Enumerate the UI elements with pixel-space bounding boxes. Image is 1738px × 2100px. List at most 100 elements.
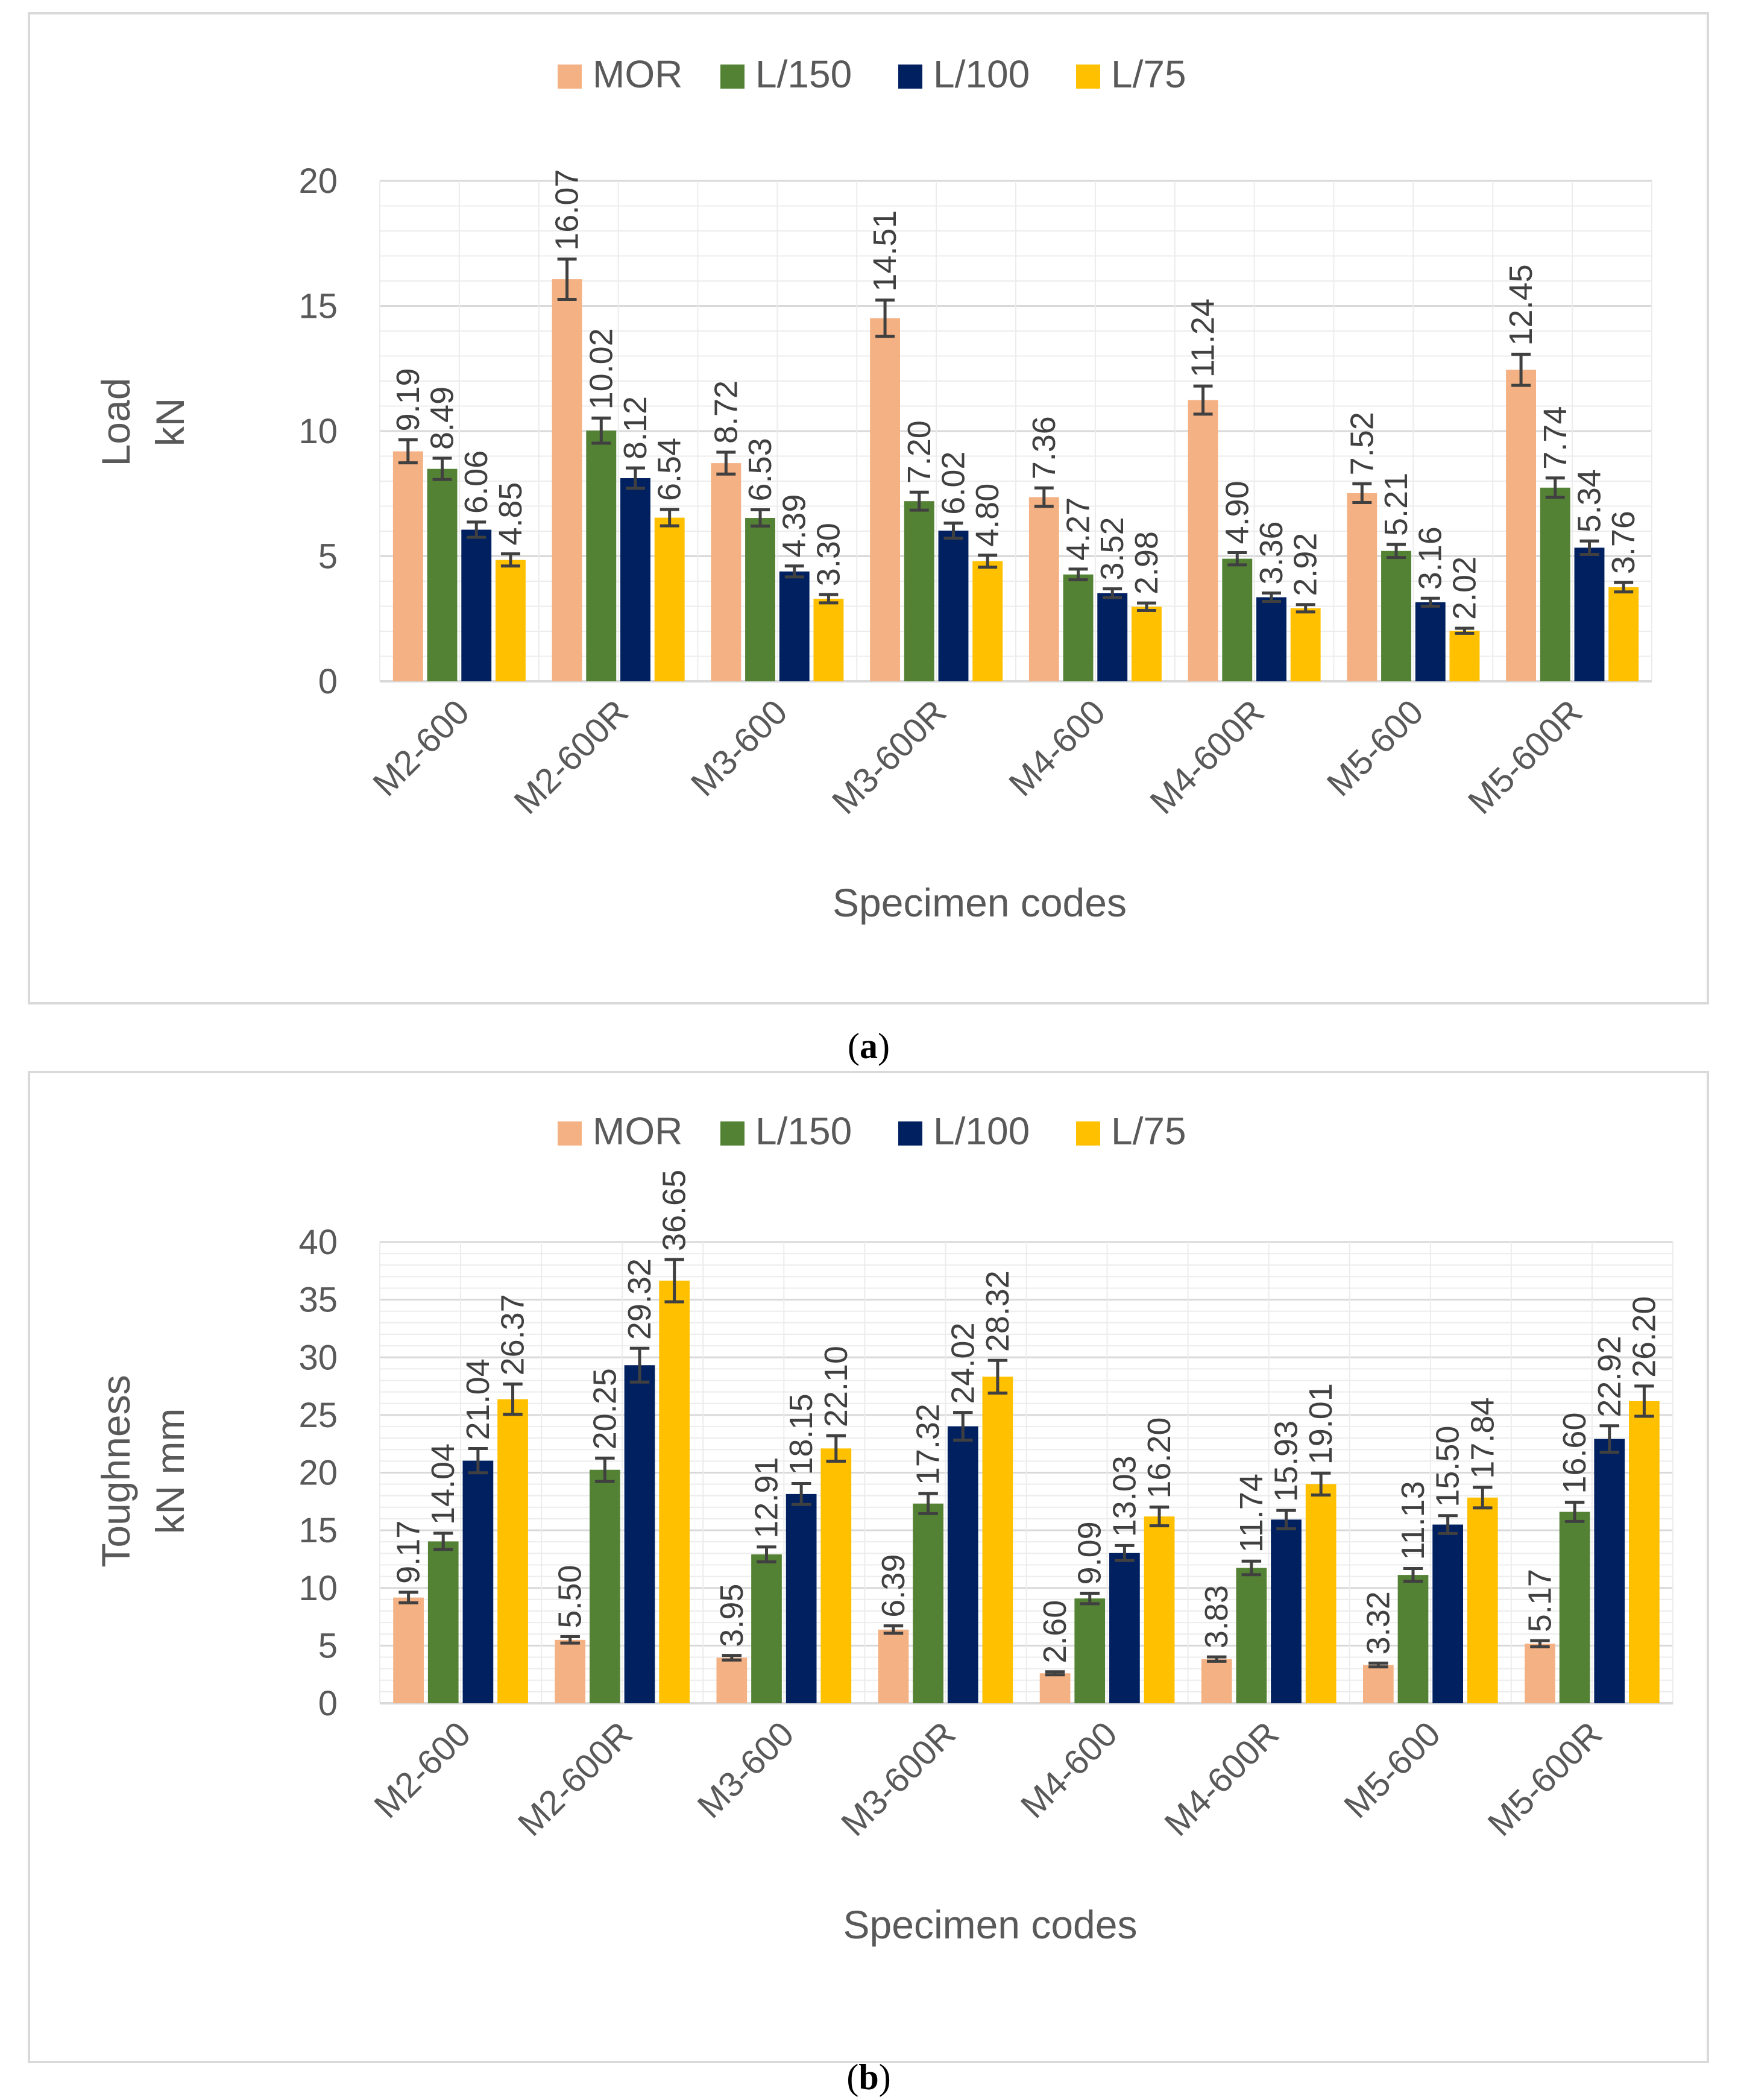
error-bar bbox=[1455, 626, 1475, 635]
bar-l-100-m3-600r bbox=[938, 531, 969, 681]
error-bar bbox=[918, 1492, 938, 1515]
error-bar bbox=[433, 1531, 453, 1551]
y-tick-label: 30 bbox=[298, 1338, 338, 1377]
error-bar bbox=[468, 1446, 488, 1475]
bar-mor-m5-600 bbox=[1362, 1665, 1394, 1703]
error-bar bbox=[591, 416, 611, 445]
error-bar bbox=[557, 257, 577, 301]
error-bar bbox=[751, 508, 770, 528]
data-label: 2.92 bbox=[1288, 533, 1324, 596]
error-bar bbox=[1149, 1506, 1170, 1528]
error-bar bbox=[909, 490, 929, 512]
y-axis-title-line-1: Load bbox=[93, 378, 138, 467]
legend-item-l-100: L/100 bbox=[898, 1109, 1030, 1153]
error-bar bbox=[987, 1358, 1008, 1395]
legend-label: MOR bbox=[593, 52, 682, 96]
bar-l-100-m2-600 bbox=[461, 529, 492, 681]
legend-item-l-75: L/75 bbox=[1076, 1109, 1186, 1153]
error-bar bbox=[432, 456, 452, 481]
error-bar bbox=[595, 1456, 615, 1483]
error-bar bbox=[826, 1434, 846, 1463]
bar-l-150-m3-600 bbox=[745, 518, 775, 681]
data-label: 21.04 bbox=[460, 1358, 496, 1440]
y-axis-ticks: 0 5 10 15 20 bbox=[298, 162, 338, 701]
data-label: 7.36 bbox=[1026, 416, 1062, 479]
data-label: 6.53 bbox=[742, 438, 778, 501]
data-label: 11.24 bbox=[1185, 298, 1221, 377]
error-bar bbox=[560, 1635, 580, 1645]
error-bar bbox=[722, 1654, 742, 1662]
bar-mor-m2-600 bbox=[392, 451, 423, 681]
data-label: 19.01 bbox=[1303, 1383, 1339, 1465]
y-tick-label: 10 bbox=[298, 412, 338, 451]
error-bar bbox=[1511, 352, 1531, 387]
error-bar bbox=[791, 1482, 811, 1506]
bar-l-75-m4-600 bbox=[1131, 607, 1162, 681]
bar-mor-m5-600r bbox=[1506, 370, 1537, 681]
legend-swatch bbox=[1076, 65, 1100, 89]
data-label: 26.20 bbox=[1626, 1296, 1662, 1378]
bar-mor-m4-600 bbox=[1028, 497, 1059, 681]
y-tick-label: 15 bbox=[298, 1511, 338, 1550]
error-bar bbox=[1080, 1591, 1100, 1606]
error-bar bbox=[1564, 1501, 1585, 1523]
legend-label: L/150 bbox=[755, 1109, 852, 1153]
data-label: 7.52 bbox=[1344, 412, 1380, 475]
bar-l-150-m4-600 bbox=[1063, 574, 1094, 681]
error-bar bbox=[1206, 1655, 1227, 1663]
y-axis-ticks: 0 5 10 15 20 25 30 35 40 bbox=[298, 1223, 338, 1723]
data-label: 4.27 bbox=[1060, 497, 1097, 561]
error-bar bbox=[757, 1545, 776, 1563]
error-bar bbox=[1227, 550, 1247, 567]
bar-l-75-m5-600r bbox=[1629, 1401, 1660, 1703]
data-label: 3.52 bbox=[1094, 517, 1130, 581]
data-label: 2.02 bbox=[1446, 557, 1482, 620]
data-label: 11.74 bbox=[1233, 1474, 1270, 1553]
data-label: 16.20 bbox=[1141, 1417, 1177, 1499]
bar-l-100-m5-600 bbox=[1415, 602, 1446, 681]
error-bar bbox=[1034, 486, 1054, 508]
error-bar bbox=[1193, 384, 1213, 416]
data-label: 18.15 bbox=[783, 1393, 819, 1475]
bar-l-100-m3-600 bbox=[779, 571, 810, 681]
legend-swatch bbox=[720, 65, 745, 89]
bar-l-100-m2-600 bbox=[462, 1460, 494, 1703]
bars bbox=[393, 1281, 1660, 1703]
bar-l-75-m2-600r bbox=[659, 1281, 690, 1703]
error-bar bbox=[1115, 1543, 1135, 1562]
error-bar bbox=[1634, 1384, 1654, 1418]
y-axis-title-line-2: kN mm bbox=[148, 1408, 192, 1534]
legend-swatch bbox=[1076, 1121, 1100, 1146]
y-tick-label: 40 bbox=[298, 1223, 338, 1262]
bar-l-100-m4-600 bbox=[1097, 593, 1128, 681]
data-label: 13.03 bbox=[1106, 1455, 1142, 1537]
legend-item-l-150: L/150 bbox=[720, 1109, 852, 1153]
legend-item-mor: MOR bbox=[558, 52, 682, 96]
y-axis-title: Toughness kN mm bbox=[93, 1375, 192, 1567]
y-tick-label: 25 bbox=[298, 1396, 338, 1435]
data-label: 3.30 bbox=[810, 523, 846, 586]
error-bar bbox=[883, 1624, 904, 1635]
bar-l-150-m2-600r bbox=[586, 430, 617, 681]
bar-l-150-m5-600 bbox=[1381, 550, 1411, 681]
legend-item-l-75: L/75 bbox=[1076, 52, 1186, 96]
bar-mor-m3-600r bbox=[870, 318, 901, 681]
data-label: 7.74 bbox=[1537, 406, 1573, 470]
bar-l-100-m5-600r bbox=[1574, 547, 1605, 681]
bar-l-100-m5-600r bbox=[1594, 1439, 1625, 1703]
data-label: 22.92 bbox=[1592, 1336, 1628, 1417]
error-bar bbox=[1403, 1566, 1423, 1583]
bar-l-75-m5-600 bbox=[1449, 631, 1480, 681]
data-label: 3.16 bbox=[1412, 526, 1449, 590]
bar-l-75-m4-600r bbox=[1290, 608, 1321, 681]
legend-item-l-100: L/100 bbox=[898, 52, 1030, 96]
error-bar bbox=[626, 466, 645, 490]
bar-mor-m3-600r bbox=[878, 1629, 909, 1703]
data-label: 12.91 bbox=[748, 1457, 784, 1539]
legend-label: L/100 bbox=[933, 1109, 1030, 1153]
panel-label-b: (b) bbox=[846, 2057, 890, 2097]
bar-l-150-m3-600 bbox=[751, 1554, 782, 1703]
legend-swatch bbox=[558, 1121, 582, 1146]
data-label: 24.02 bbox=[945, 1323, 981, 1404]
